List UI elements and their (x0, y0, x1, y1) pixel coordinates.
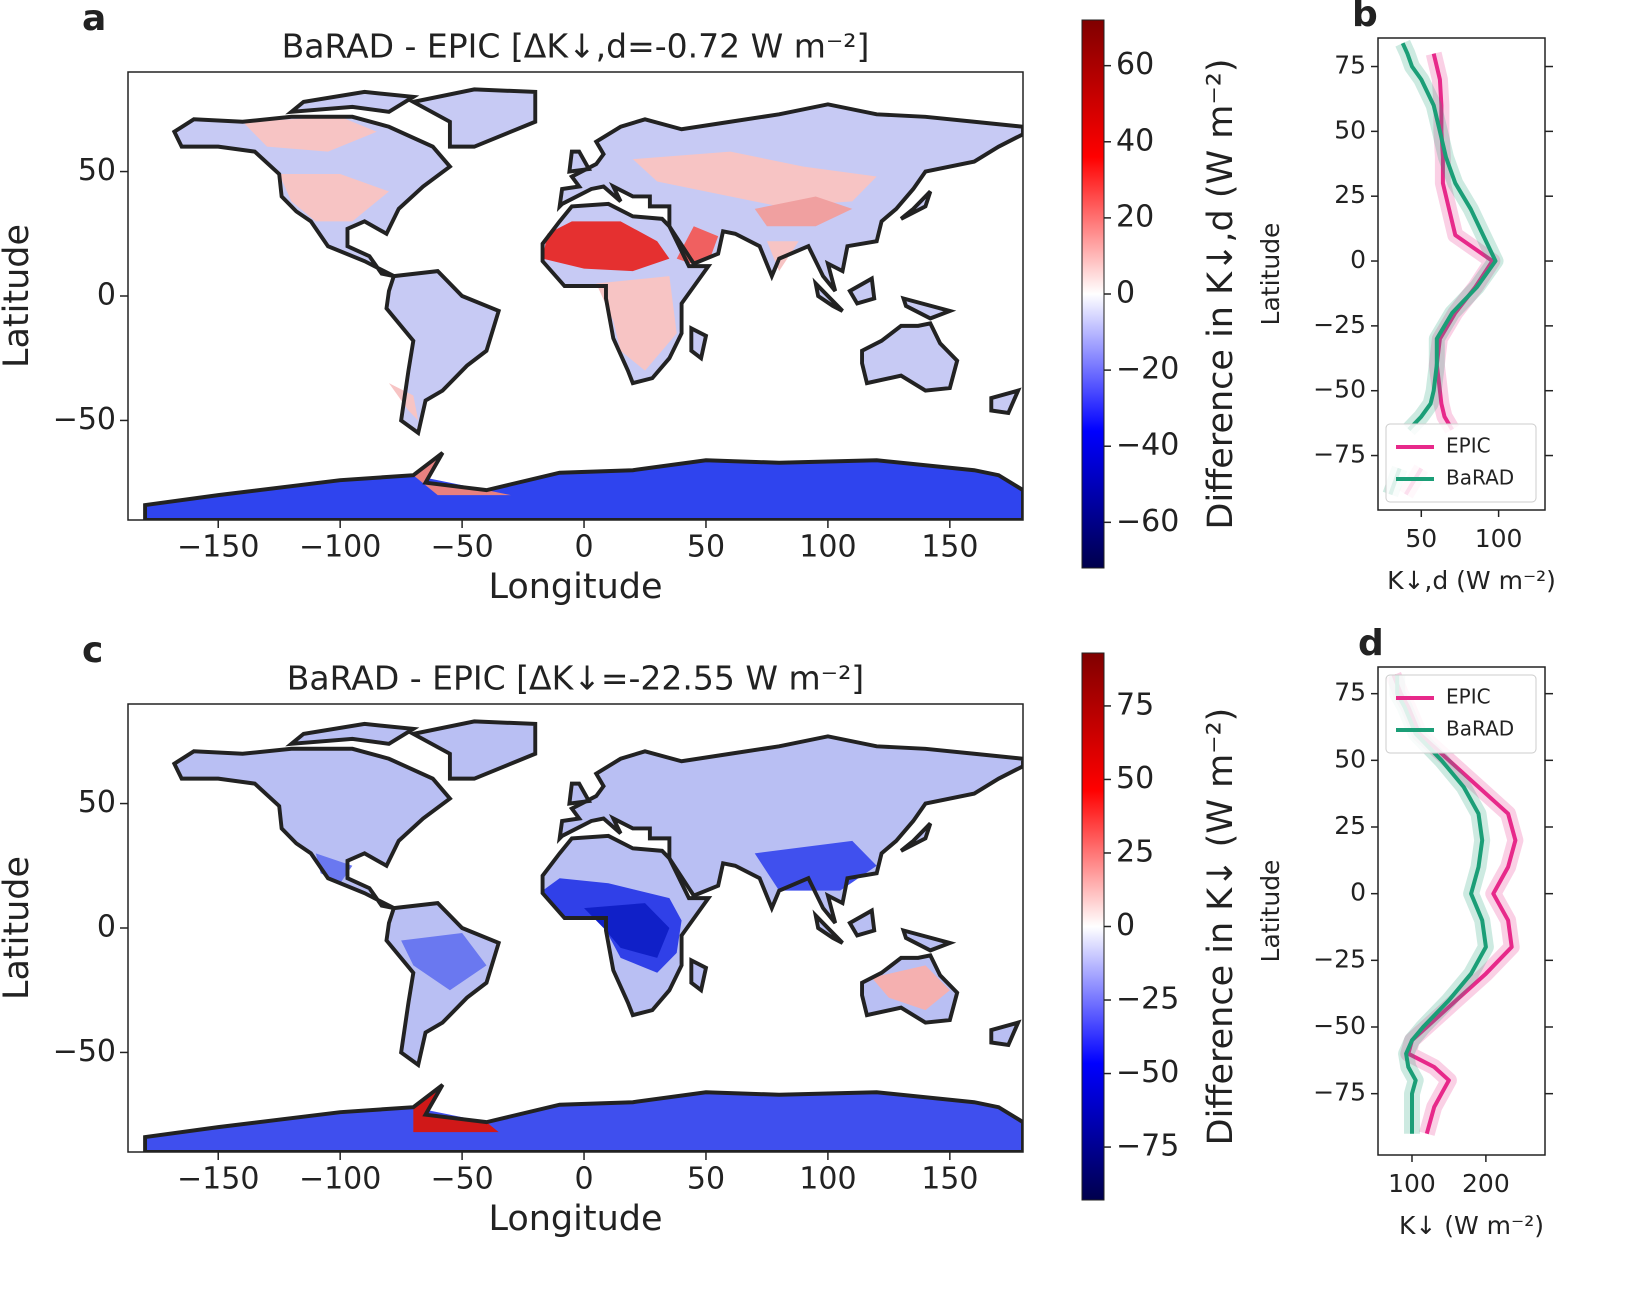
x-tick-label: −150 (177, 1162, 259, 1197)
y-axis-label: Latitude (1256, 223, 1285, 326)
y-tick-label: 50 (1334, 744, 1366, 773)
legend-box (1385, 423, 1537, 503)
y-axis-label: Latitude (1256, 860, 1285, 963)
colorbar-tick-label: 50 (1116, 761, 1154, 796)
legend-box (1385, 674, 1537, 754)
colorbar (1081, 19, 1105, 569)
map-a (143, 87, 1023, 520)
x-tick-label: −100 (299, 530, 381, 565)
y-tick-label: −50 (1313, 375, 1366, 404)
y-tick-label: 25 (1334, 811, 1366, 840)
colorbar-tick-label: 20 (1116, 199, 1154, 234)
y-tick-label: 50 (78, 153, 116, 188)
x-tick-label: 0 (574, 1162, 593, 1197)
panel-label: d (1358, 623, 1384, 664)
colorbar-tick-label: 60 (1116, 47, 1154, 82)
x-axis-label: Longitude (488, 1199, 662, 1239)
x-tick-label: 100 (1388, 1169, 1436, 1198)
x-tick-label: 150 (921, 530, 978, 565)
x-tick-label: 200 (1462, 1169, 1510, 1198)
colorbar-tick-label: 25 (1116, 834, 1154, 869)
colorbar-tick-label: 75 (1116, 687, 1154, 722)
x-tick-label: 50 (1405, 524, 1437, 553)
y-tick-label: −50 (53, 402, 116, 437)
colorbar-tick-label: 0 (1116, 908, 1135, 943)
colorbar-tick-label: −75 (1116, 1129, 1179, 1164)
y-tick-label: 75 (1334, 51, 1366, 80)
y-axis-label: Latitude (0, 224, 37, 368)
y-axis-label: Latitude (0, 856, 37, 1000)
y-tick-label: 75 (1334, 678, 1366, 707)
colorbar-tick-label: 40 (1116, 123, 1154, 158)
legend-label: BaRAD (1446, 466, 1514, 490)
x-tick-label: 50 (687, 530, 725, 565)
x-tick-label: 100 (799, 1162, 856, 1197)
y-tick-label: −25 (1313, 944, 1366, 973)
y-tick-label: 0 (97, 278, 116, 313)
y-tick-label: −75 (1313, 440, 1366, 469)
colorbar-tick-label: −20 (1116, 352, 1179, 387)
colorbar-label: Difference in K↓ (W m⁻²) (1201, 708, 1241, 1146)
colorbar-tick-label: −60 (1116, 504, 1179, 539)
colorbar-tick-label: −25 (1116, 982, 1179, 1017)
x-tick-label: 150 (921, 1162, 978, 1197)
x-tick-label: −150 (177, 530, 259, 565)
map-c (143, 719, 1023, 1152)
y-tick-label: 25 (1334, 180, 1366, 209)
y-tick-label: 50 (78, 785, 116, 820)
x-tick-label: −50 (430, 530, 493, 565)
x-axis-label: Longitude (488, 567, 662, 607)
x-tick-label: 50 (687, 1162, 725, 1197)
x-tick-label: −50 (430, 1162, 493, 1197)
axes-frame (1377, 37, 1546, 511)
axes-frame (1377, 666, 1546, 1156)
legend-label: EPIC (1446, 685, 1491, 709)
panel-label: c (82, 630, 103, 671)
x-tick-label: 100 (799, 530, 856, 565)
y-tick-label: −50 (53, 1034, 116, 1069)
colorbar (1081, 652, 1105, 1201)
y-tick-label: −50 (1313, 1011, 1366, 1040)
x-axis-label: K↓ (W m⁻²) (1399, 1211, 1544, 1240)
colorbar-tick-label: 0 (1116, 276, 1135, 311)
chart-title: BaRAD - EPIC [ΔK↓=-22.55 W m⁻²] (287, 659, 864, 698)
panel-label: b (1352, 0, 1378, 35)
chart-title: BaRAD - EPIC [ΔK↓,d=-0.72 W m⁻²] (282, 27, 870, 66)
panel-label: a (82, 0, 106, 39)
y-tick-label: 0 (97, 910, 116, 945)
x-tick-label: −100 (299, 1162, 381, 1197)
colorbar-tick-label: −40 (1116, 428, 1179, 463)
colorbar-tick-label: −50 (1116, 1055, 1179, 1090)
legend-label: EPIC (1446, 434, 1491, 458)
colorbar-label: Difference in K↓,d (W m⁻²) (1201, 59, 1241, 530)
x-tick-label: 100 (1475, 524, 1523, 553)
y-tick-label: 0 (1350, 245, 1366, 274)
y-tick-label: −75 (1313, 1078, 1366, 1107)
y-tick-label: 0 (1350, 878, 1366, 907)
y-tick-label: 50 (1334, 115, 1366, 144)
legend-label: BaRAD (1446, 717, 1514, 741)
y-tick-label: −25 (1313, 310, 1366, 339)
x-tick-label: 0 (574, 530, 593, 565)
x-axis-label: K↓,d (W m⁻²) (1387, 566, 1556, 595)
